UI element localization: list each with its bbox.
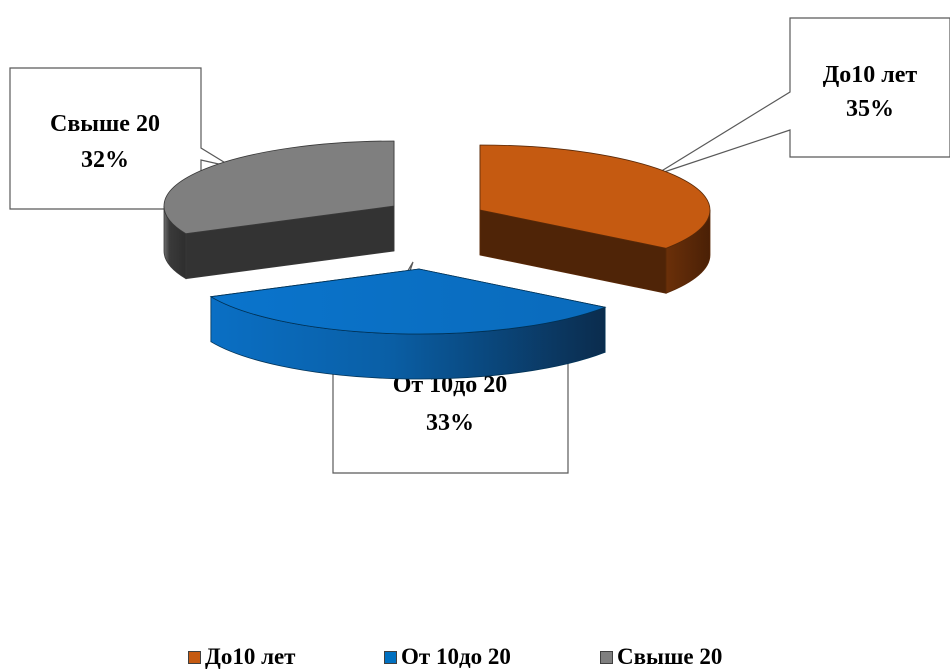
legend-swatch-orange: [188, 650, 201, 664]
slice-top-face: [209, 268, 607, 335]
data-label-value: 35%: [846, 96, 894, 122]
data-label-callout: Свыше 20 32%: [9, 67, 233, 210]
data-label-category: Свыше 20: [50, 111, 160, 137]
slice-top-face: [163, 140, 395, 235]
legend-label: От 10до 20: [401, 644, 511, 669]
slice-top-face: [479, 144, 711, 249]
callout-box: [654, 17, 950, 176]
pie-slice: [209, 268, 607, 380]
callout-box: [9, 67, 233, 210]
legend-item-do10: До10 лет: [188, 645, 295, 669]
legend-item-ot10do20: От 10до 20: [384, 645, 511, 669]
legend-label: Свыше 20: [617, 644, 723, 669]
pie-slices: [163, 140, 711, 380]
legend-swatch-blue: [384, 650, 397, 664]
data-label-callout: До10 лет 35%: [654, 17, 950, 176]
legend-item-svyshe20: Свыше 20: [600, 645, 722, 669]
pie-slice: [479, 144, 711, 294]
legend-swatch-gray: [600, 650, 613, 664]
pie-slice: [163, 140, 395, 280]
data-label-category: До10 лет: [823, 62, 918, 88]
chart-legend: До10 лет От 10до 20 Свыше 20: [0, 645, 950, 669]
legend-label: До10 лет: [205, 644, 296, 669]
data-label-value: 33%: [426, 410, 474, 436]
data-label-value: 32%: [81, 147, 129, 173]
